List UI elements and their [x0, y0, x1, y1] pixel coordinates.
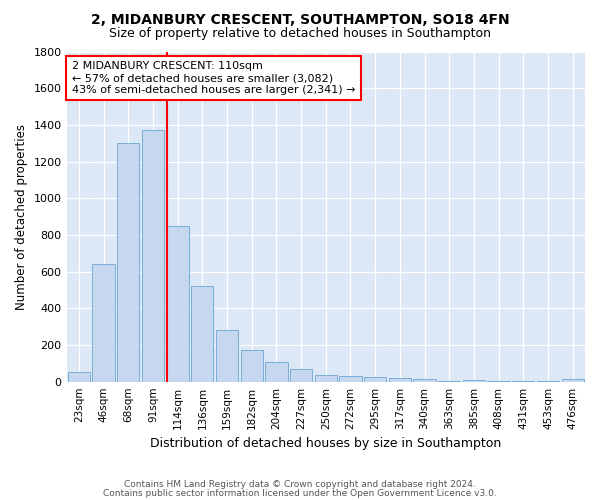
- Text: 2, MIDANBURY CRESCENT, SOUTHAMPTON, SO18 4FN: 2, MIDANBURY CRESCENT, SOUTHAMPTON, SO18…: [91, 12, 509, 26]
- Bar: [562, 379, 584, 382]
- Text: Contains HM Land Registry data © Crown copyright and database right 2024.: Contains HM Land Registry data © Crown c…: [124, 480, 476, 489]
- Bar: [290, 369, 312, 382]
- Bar: [413, 379, 436, 382]
- Text: Size of property relative to detached houses in Southampton: Size of property relative to detached ho…: [109, 28, 491, 40]
- Bar: [241, 350, 263, 382]
- Bar: [487, 381, 510, 382]
- Bar: [364, 377, 386, 382]
- Bar: [167, 226, 189, 382]
- Bar: [265, 362, 287, 382]
- Y-axis label: Number of detached properties: Number of detached properties: [15, 124, 28, 310]
- Bar: [314, 376, 337, 382]
- Bar: [463, 380, 485, 382]
- Bar: [438, 381, 460, 382]
- Text: 2 MIDANBURY CRESCENT: 110sqm
← 57% of detached houses are smaller (3,082)
43% of: 2 MIDANBURY CRESCENT: 110sqm ← 57% of de…: [72, 62, 355, 94]
- Bar: [340, 376, 362, 382]
- Bar: [389, 378, 411, 382]
- Bar: [117, 143, 139, 382]
- Bar: [216, 330, 238, 382]
- Bar: [142, 130, 164, 382]
- Bar: [68, 372, 90, 382]
- X-axis label: Distribution of detached houses by size in Southampton: Distribution of detached houses by size …: [150, 437, 502, 450]
- Bar: [92, 264, 115, 382]
- Bar: [512, 381, 535, 382]
- Bar: [191, 286, 214, 382]
- Text: Contains public sector information licensed under the Open Government Licence v3: Contains public sector information licen…: [103, 488, 497, 498]
